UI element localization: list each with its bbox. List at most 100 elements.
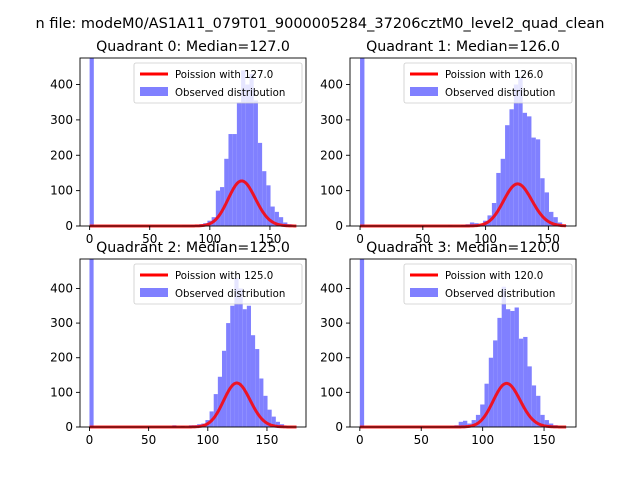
y-tick-label: 0 — [65, 219, 73, 233]
histogram-bar — [522, 112, 528, 226]
histogram-bar — [527, 366, 532, 427]
histogram-bar — [257, 142, 263, 226]
histogram-bar — [246, 305, 251, 427]
histogram-bar — [527, 116, 532, 226]
histogram-bar — [484, 383, 489, 427]
histogram-bar — [549, 211, 554, 226]
x-tick-label: 0 — [86, 232, 94, 246]
legend-observed-label: Observed distribution — [175, 289, 285, 300]
legend-fit-label: Poission with 125.0 — [175, 271, 273, 282]
y-tick-label: 100 — [50, 184, 73, 198]
histogram-bar — [458, 421, 463, 427]
x-tick-label: 150 — [258, 232, 281, 246]
panel-title: Quadrant 3: Median=120.0 — [366, 240, 560, 256]
histogram-bar — [263, 395, 268, 427]
histogram-bar — [496, 172, 501, 226]
y-tick-label: 0 — [335, 420, 343, 434]
quadrant-panel: Quadrant 0: Median=127.0 0 50 100 150 0 100 200… — [50, 39, 307, 246]
histogram-bar — [226, 323, 231, 427]
y-tick-label: 200 — [320, 351, 343, 365]
y-tick-label: 100 — [50, 385, 73, 399]
histogram-bar — [89, 58, 94, 226]
histogram-bar — [250, 335, 256, 427]
y-tick-label: 0 — [65, 420, 73, 434]
x-tick-label: 150 — [533, 433, 556, 447]
histogram-bar — [536, 395, 541, 427]
x-tick-label: 100 — [196, 433, 219, 447]
y-tick-label: 200 — [50, 148, 73, 162]
histogram-bar — [266, 185, 271, 226]
y-tick-label: 400 — [50, 281, 73, 295]
histogram-bar — [230, 305, 235, 427]
histogram-bar — [271, 416, 276, 427]
histogram-bar — [255, 349, 260, 427]
histogram-bar — [540, 414, 545, 427]
histogram-bar — [513, 84, 519, 227]
histogram-bar — [267, 409, 272, 427]
y-tick-label: 300 — [320, 316, 343, 330]
histogram-bar — [531, 385, 537, 427]
histogram-bar — [535, 139, 541, 226]
histogram-bar — [463, 420, 468, 427]
histogram-bar — [245, 84, 250, 227]
histogram-bar — [234, 278, 239, 427]
quadrant-panel: Quadrant 2: Median=125.0 0 50 100 150 0 100 200… — [50, 240, 307, 447]
y-tick-label: 0 — [335, 219, 343, 233]
histogram-bar — [217, 376, 222, 427]
histogram-bar — [505, 125, 510, 226]
histogram-bar — [509, 109, 514, 226]
histogram-bar — [518, 338, 524, 427]
legend-box — [133, 263, 303, 305]
axes-frame — [349, 258, 577, 428]
legend: Poission with 126.0 Observed distribution — [403, 62, 573, 104]
panel-title: Quadrant 0: Median=127.0 — [96, 39, 290, 55]
axes-frame — [79, 258, 307, 428]
histogram-bar — [270, 206, 275, 226]
histogram-bar — [501, 286, 506, 427]
quadrant-panel: Quadrant 3: Median=120.0 0 50 100 150 0 100 200… — [320, 240, 577, 447]
histogram-bar — [238, 288, 243, 427]
histogram-bar — [471, 420, 476, 427]
y-tick-label: 200 — [320, 148, 343, 162]
histogram-bar — [531, 137, 536, 226]
panel-title: Quadrant 2: Median=125.0 — [96, 240, 290, 256]
histogram-bar — [274, 211, 279, 226]
legend: Poission with 120.0 Observed distribution — [403, 263, 573, 305]
x-tick-label: 50 — [414, 433, 429, 447]
subplot-grid: Quadrant 0: Median=127.0 0 50 100 150 0 100 200… — [50, 39, 577, 447]
legend-observed-swatch — [410, 288, 438, 297]
histogram-bar — [497, 317, 502, 427]
histogram-bar — [480, 404, 485, 427]
axes-frame — [79, 57, 307, 227]
x-tick-label: 0 — [86, 433, 94, 447]
y-tick-label: 100 — [320, 184, 343, 198]
histogram-bar — [360, 58, 365, 226]
histogram-bar — [228, 134, 233, 226]
y-tick-label: 400 — [50, 78, 73, 92]
histogram-bar — [213, 394, 218, 427]
histogram-bar — [89, 259, 94, 427]
x-tick-label: 150 — [537, 232, 560, 246]
y-tick-label: 100 — [320, 385, 343, 399]
histogram-bar — [505, 309, 511, 427]
figure-suptitle: n file: modeM0/AS1A11_079T01_9000005284_… — [36, 16, 605, 32]
histogram-bar — [553, 217, 558, 226]
histogram-bar — [469, 222, 475, 226]
legend: Poission with 127.0 Observed distribution — [133, 62, 303, 104]
x-tick-label: 50 — [141, 433, 156, 447]
legend-observed-swatch — [410, 87, 438, 96]
legend-observed-label: Observed distribution — [445, 88, 555, 99]
histogram-bar — [249, 73, 254, 226]
x-tick-label: 100 — [474, 232, 497, 246]
legend-observed-label: Observed distribution — [175, 88, 285, 99]
histogram-bar — [544, 192, 550, 226]
x-tick-label: 50 — [142, 232, 157, 246]
histogram-bar — [221, 350, 227, 427]
legend-fit-label: Poission with 127.0 — [175, 70, 273, 81]
y-tick-label: 400 — [320, 78, 343, 92]
histogram-bar — [278, 217, 284, 226]
y-tick-label: 300 — [50, 113, 73, 127]
x-tick-label: 0 — [356, 232, 364, 246]
quadrant-panel: Quadrant 1: Median=126.0 0 50 100 150 0 100 200… — [320, 39, 577, 246]
